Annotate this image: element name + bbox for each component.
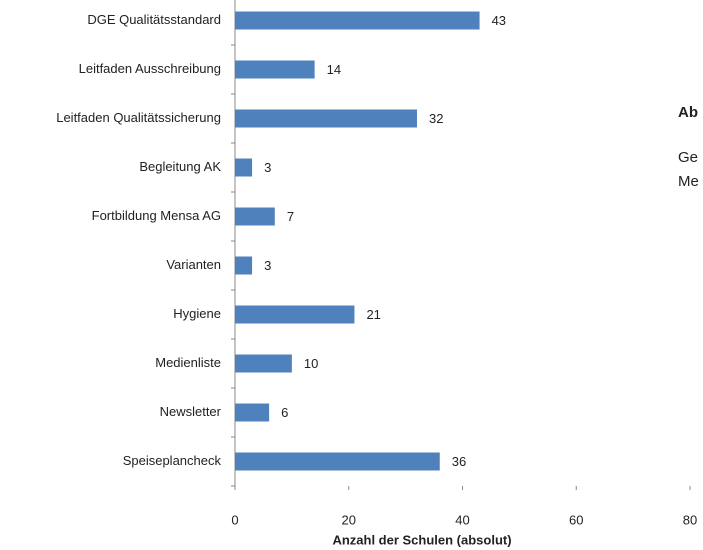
annotation: Me bbox=[678, 173, 699, 190]
y-tick-label: Begleitung AK bbox=[139, 159, 221, 174]
y-tick-label: Hygiene bbox=[173, 306, 221, 321]
bar bbox=[235, 354, 292, 373]
annotation: Ab bbox=[678, 104, 698, 121]
annotation: Ge bbox=[678, 149, 698, 166]
bar bbox=[235, 305, 355, 324]
bar bbox=[235, 403, 270, 422]
bar bbox=[235, 256, 253, 275]
bar bbox=[235, 11, 480, 30]
value-label: 3 bbox=[264, 160, 271, 175]
x-tick-label: 0 bbox=[231, 512, 238, 527]
value-label: 14 bbox=[327, 62, 341, 77]
y-tick-label: DGE Qualitätsstandard bbox=[87, 12, 221, 27]
value-label: 32 bbox=[429, 111, 443, 126]
y-tick-label: Newsletter bbox=[160, 404, 222, 419]
x-axis-title: Anzahl der Schulen (absolut) bbox=[332, 532, 511, 547]
x-tick-label: 80 bbox=[683, 512, 697, 527]
y-tick-label: Leitfaden Qualitätssicherung bbox=[56, 110, 221, 125]
value-label: 6 bbox=[281, 405, 288, 420]
bar bbox=[235, 109, 417, 128]
bar bbox=[235, 60, 315, 79]
bar bbox=[235, 158, 253, 177]
value-label: 43 bbox=[492, 13, 506, 28]
x-tick-label: 20 bbox=[342, 512, 356, 527]
y-tick-label: Leitfaden Ausschreibung bbox=[79, 61, 221, 76]
x-tick-label: 60 bbox=[569, 512, 583, 527]
value-label: 21 bbox=[366, 307, 380, 322]
value-label: 36 bbox=[452, 454, 466, 469]
bar bbox=[235, 207, 275, 226]
y-tick-label: Medienliste bbox=[155, 355, 221, 370]
value-label: 7 bbox=[287, 209, 294, 224]
bar bbox=[235, 452, 440, 471]
y-tick-label: Fortbildung Mensa AG bbox=[92, 208, 221, 223]
value-label: 3 bbox=[264, 258, 271, 273]
x-tick-label: 40 bbox=[455, 512, 469, 527]
y-tick-label: Speiseplancheck bbox=[123, 453, 222, 468]
y-tick-label: Varianten bbox=[166, 257, 221, 272]
value-label: 10 bbox=[304, 356, 318, 371]
